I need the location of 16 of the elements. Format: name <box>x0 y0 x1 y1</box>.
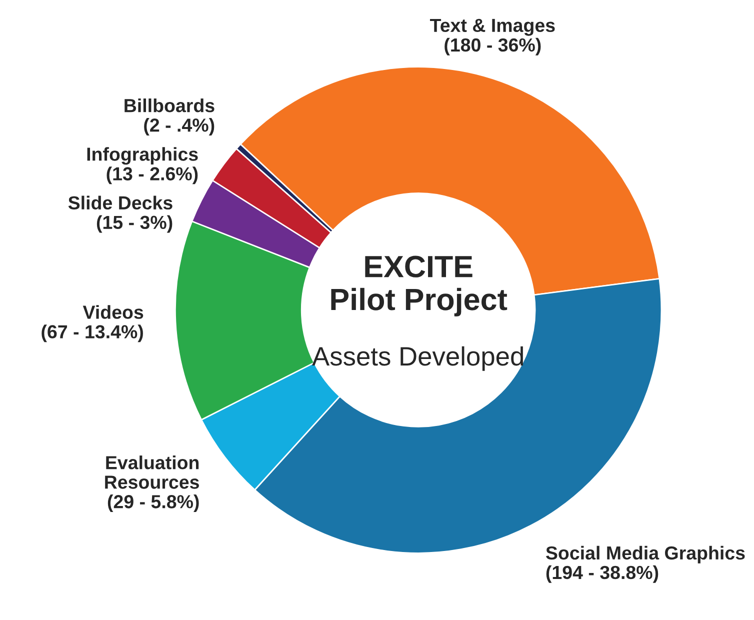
slice-label: Videos <box>82 305 144 319</box>
slice-label: Evaluation Resources <box>105 456 199 489</box>
slice-label: Billboards <box>124 98 214 112</box>
data-label: (194 - 38.8%) <box>546 565 658 583</box>
slice-label: Social Media Graphics <box>546 546 745 564</box>
text: Assets Developed <box>312 346 523 371</box>
slice-label: Infographics <box>87 147 198 165</box>
data-label: (29 - 5.8%) <box>108 494 199 512</box>
data-label: (2 - .4%) <box>144 118 214 136</box>
text: EXCITE Pilot Project <box>331 256 508 316</box>
slice-label: Slide Decks <box>68 196 172 210</box>
data-label: (67 - 13.4%) <box>42 324 143 342</box>
data-label: (13 - 2.6%) <box>106 166 198 184</box>
slice-label: Text & Images <box>430 18 555 36</box>
data-label: (180 - 36%) <box>444 38 541 56</box>
data-label: (15 - 3%) <box>96 215 172 233</box>
